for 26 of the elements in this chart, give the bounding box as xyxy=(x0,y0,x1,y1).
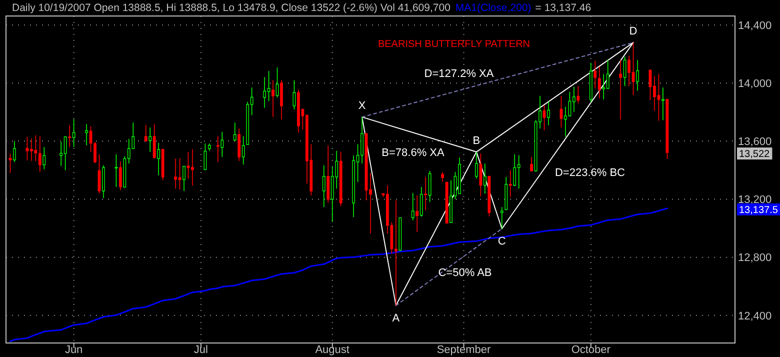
annotation: B xyxy=(472,134,480,147)
annotation: C xyxy=(498,236,506,248)
annotation: A xyxy=(392,312,400,325)
chart-title: Daily 10/19/2007 Open 13888.5, Hi 13888.5, Lo 13478.9, Close 13522 (-2.6%) Vol 41,609,700 xyxy=(12,2,451,14)
text: = 13,137.46 xyxy=(535,2,592,14)
annotation: D=127.2% XA xyxy=(424,68,494,80)
text: 13,522 xyxy=(739,148,770,160)
text: MA1(Close,200) xyxy=(455,2,532,14)
y-tick-label: 13,600 xyxy=(738,136,772,148)
y-tick-label: 13,200 xyxy=(738,194,772,206)
y-tick-label: 14,400 xyxy=(738,20,772,32)
x-tick-label: August xyxy=(315,344,350,356)
annotation: B=78.6% XA xyxy=(382,147,445,159)
y-tick-label: 14,000 xyxy=(738,78,772,90)
x-tick-label: Jun xyxy=(64,344,83,356)
annotation: D xyxy=(629,26,638,38)
annotation: X xyxy=(358,100,366,112)
annotation: C=50% AB xyxy=(438,267,492,279)
x-tick-label: September xyxy=(436,344,491,356)
annotation: D=223.6% BC xyxy=(554,167,626,179)
text: 13,137.5 xyxy=(739,204,778,216)
y-tick-label: 12,800 xyxy=(738,252,772,264)
x-tick-label: Jul xyxy=(194,344,208,356)
annotation: BEARISH BUTTERFLY PATTERN xyxy=(378,39,530,50)
x-tick-label: October xyxy=(571,344,611,356)
y-tick-label: 12,400 xyxy=(738,310,772,322)
